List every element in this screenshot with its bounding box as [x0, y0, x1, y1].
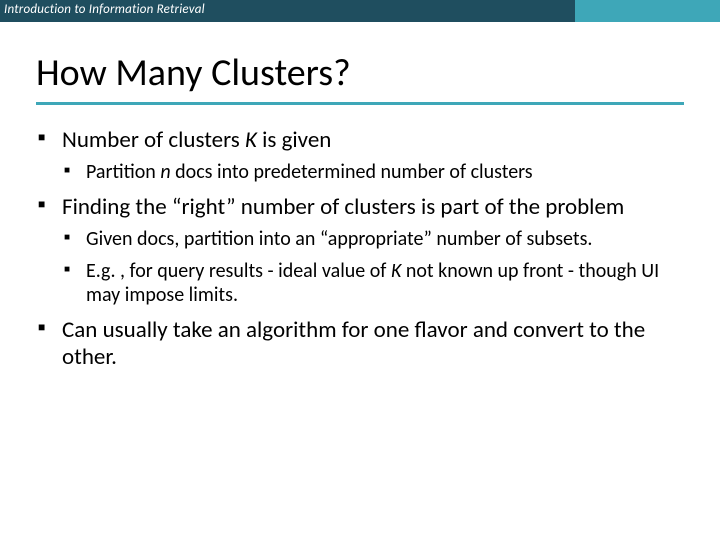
bullet-text: Partition n docs into predetermined numb… — [86, 160, 533, 184]
bullet-lvl2: Partition n docs into predetermined numb… — [62, 160, 684, 184]
text-pre: Given docs, partition into an “appropria… — [86, 227, 592, 251]
header-text: Introduction to Information Retrieval — [4, 2, 205, 17]
text-pre: E.g. , for query results - ideal value o… — [86, 259, 391, 283]
text-pre: Number of clusters — [62, 126, 245, 154]
bullet-lvl2: E.g. , for query results - ideal value o… — [62, 259, 684, 307]
bullet-text: Given docs, partition into an “appropria… — [86, 227, 592, 251]
text-pre: Can usually take an algorithm for one fl… — [62, 316, 645, 371]
text-pre: Finding the “right” number of clusters i… — [62, 193, 624, 221]
slide: Introduction to Information Retrieval Ho… — [0, 0, 720, 540]
bullet-text: Number of clusters K is given — [62, 126, 331, 154]
content-area: Number of clusters K is given Partition … — [36, 127, 684, 372]
bullet-list-lvl2: Partition n docs into predetermined numb… — [62, 160, 684, 184]
text-ital: K — [391, 259, 401, 283]
bullet-list-lvl2: Given docs, partition into an “appropria… — [62, 227, 684, 307]
title-underline — [36, 102, 684, 105]
header-right-stripe — [575, 0, 720, 22]
text-pre: Partition — [86, 160, 160, 184]
bullet-list-lvl1: Number of clusters K is given Partition … — [36, 127, 684, 372]
text-ital: K — [245, 126, 257, 154]
text-post: is given — [257, 126, 331, 154]
bullet-lvl1: Number of clusters K is given Partition … — [36, 127, 684, 184]
bullet-text: E.g. , for query results - ideal value o… — [86, 259, 659, 307]
slide-title: How Many Clusters? — [36, 50, 720, 96]
bullet-lvl1: Can usually take an algorithm for one fl… — [36, 317, 684, 371]
bullet-lvl1: Finding the “right” number of clusters i… — [36, 194, 684, 307]
bullet-text: Can usually take an algorithm for one fl… — [62, 316, 645, 371]
text-ital: n — [160, 160, 170, 184]
text-post: docs into predetermined number of cluste… — [171, 160, 533, 184]
bullet-text: Finding the “right” number of clusters i… — [62, 193, 624, 221]
bullet-lvl2: Given docs, partition into an “appropria… — [62, 227, 684, 251]
header-bar: Introduction to Information Retrieval — [0, 0, 720, 22]
